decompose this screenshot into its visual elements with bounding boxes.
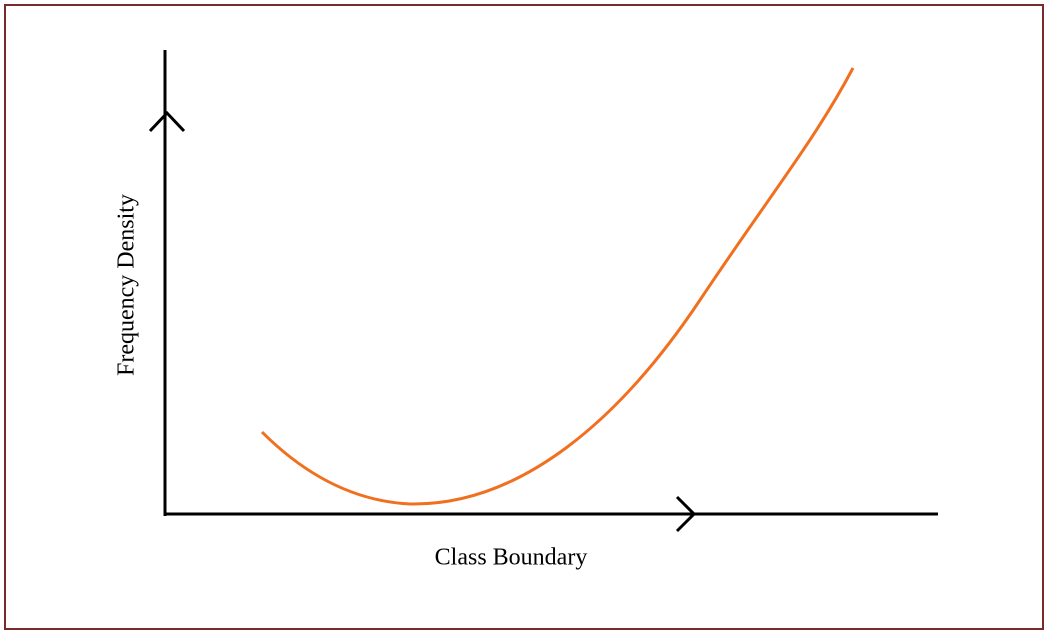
curve [260, 67, 855, 506]
x-axis-label: Class Boundary [435, 545, 588, 571]
frame [4, 4, 1044, 630]
y-arrow [148, 110, 186, 133]
x-arrow [675, 495, 697, 533]
y-axis-label: Frequency Density [114, 194, 140, 376]
